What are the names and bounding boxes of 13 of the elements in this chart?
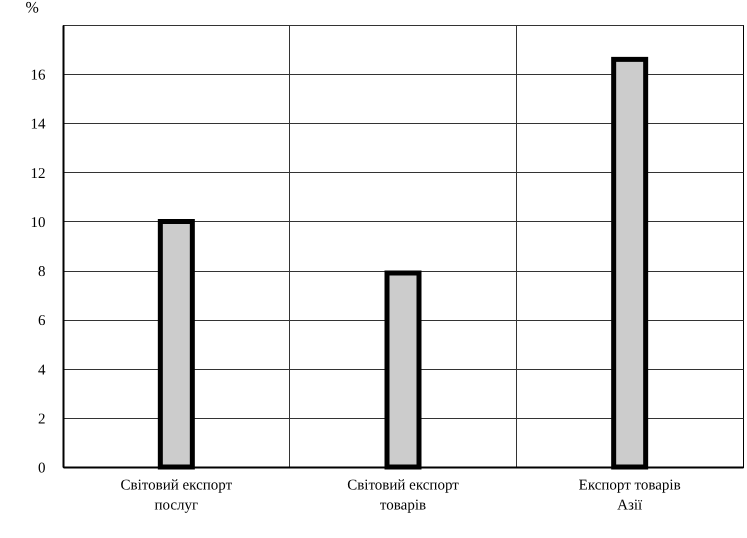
y-tick-label: 12 bbox=[30, 166, 46, 182]
y-tick-label: 10 bbox=[30, 214, 46, 231]
y-tick-label: 2 bbox=[38, 411, 46, 428]
y-tick-label: 16 bbox=[30, 68, 46, 84]
y-axis-title: % bbox=[26, 0, 39, 16]
x-tick-label: Світовий експорт товарів bbox=[347, 478, 460, 514]
y-tick-label: 14 bbox=[30, 116, 46, 133]
y-tick-label: 0 bbox=[38, 460, 46, 476]
y-tick-label: 8 bbox=[38, 264, 46, 280]
y-tick-label: 6 bbox=[38, 313, 46, 330]
x-tick-label: Світовий експорт послуг bbox=[120, 478, 233, 514]
x-tick-label: Експорт товарів Азії bbox=[578, 478, 681, 514]
y-tick-label: 4 bbox=[38, 362, 46, 378]
